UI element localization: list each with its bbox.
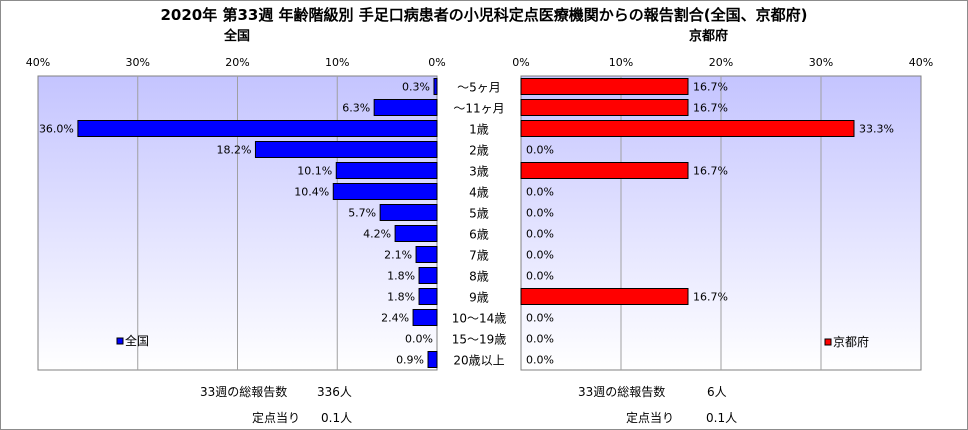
national-value-label: 36.0% [39, 123, 74, 136]
age-category-label: ～5ヶ月 [457, 81, 501, 95]
national-bar [332, 183, 438, 200]
kyoto-value-label: 16.7% [693, 291, 728, 304]
kyoto-value-label: 16.7% [693, 165, 728, 178]
kyoto-value-label: 0.0% [526, 270, 554, 283]
age-category-label: 7歳 [469, 249, 489, 263]
age-category-label: 6歳 [469, 228, 489, 242]
kyoto-x-tick-label: 30% [809, 56, 833, 69]
age-category-label: 20歳以上 [453, 354, 504, 368]
national-bar [373, 99, 438, 116]
national-total-label: 33週の総報告数 [200, 385, 288, 399]
national-value-label: 1.8% [387, 291, 415, 304]
kyoto-value-label: 0.0% [526, 207, 554, 220]
age-category-label: 15～19歳 [452, 333, 507, 347]
kyoto-value-label: 16.7% [693, 102, 728, 115]
national-per-site-label: 定点当り [252, 411, 301, 425]
age-category-label: 10～14歳 [452, 312, 507, 326]
national-value-label: 0.0% [405, 333, 433, 346]
national-total-value: 336人 [317, 385, 352, 399]
national-legend-label: 全国 [125, 333, 149, 348]
national-bar [394, 225, 438, 242]
kyoto-per-site-value: 0.1人 [706, 411, 738, 425]
kyoto-x-tick-label: 10% [609, 56, 633, 69]
kyoto-x-tick-label: 40% [909, 56, 933, 69]
national-bar [77, 120, 438, 137]
national-value-label: 18.2% [217, 144, 252, 157]
national-x-tick-label: 20% [225, 56, 249, 69]
kyoto-bar [520, 288, 689, 305]
kyoto-value-label: 0.0% [526, 228, 554, 241]
age-category-label: ～11ヶ月 [453, 102, 504, 116]
national-value-label: 4.2% [363, 228, 391, 241]
national-bar [379, 204, 438, 221]
national-bar [254, 141, 438, 158]
national-bar [415, 246, 438, 263]
national-value-label: 10.4% [294, 186, 329, 199]
kyoto-legend-label: 京都府 [833, 334, 869, 349]
kyoto-total-label: 33週の総報告数 [578, 385, 666, 399]
kyoto-per-site-label: 定点当り [626, 411, 675, 425]
kyoto-value-label: 0.0% [526, 144, 554, 157]
national-bar [418, 288, 438, 305]
kyoto-value-label: 33.3% [859, 123, 894, 136]
national-value-label: 0.9% [396, 354, 424, 367]
national-x-tick-label: 30% [126, 56, 150, 69]
national-x-tick-label: 10% [325, 56, 349, 69]
kyoto-bar [520, 78, 689, 95]
chart-title: 2020年 第33週 年齢階級別 手足口病患者の小児科定点医療機関からの報告割合… [160, 6, 808, 24]
national-bar [418, 267, 438, 284]
national-value-label: 0.3% [402, 81, 430, 94]
kyoto-bar [520, 162, 689, 179]
kyoto-value-label: 16.7% [693, 81, 728, 94]
kyoto-bar [520, 120, 855, 137]
kyoto-value-label: 0.0% [526, 354, 554, 367]
age-category-label: 5歳 [469, 207, 489, 221]
age-category-label: 8歳 [469, 270, 489, 284]
kyoto-total-value: 6人 [707, 385, 727, 399]
national-value-label: 10.1% [297, 165, 332, 178]
national-bar [412, 309, 438, 326]
national-value-label: 2.4% [381, 312, 409, 325]
national-bar [427, 351, 438, 368]
national-panel-title: 全国 [224, 29, 251, 44]
national-x-tick-label: 40% [26, 56, 50, 69]
national-value-label: 2.1% [384, 249, 412, 262]
national-per-site-value: 0.1人 [321, 411, 353, 425]
kyoto-value-label: 0.0% [526, 333, 554, 346]
kyoto-panel-title: 京都府 [689, 29, 729, 44]
kyoto-bar [520, 99, 689, 116]
kyoto-legend-swatch [824, 338, 832, 346]
national-bar [335, 162, 438, 179]
national-legend-swatch [116, 337, 124, 345]
national-value-label: 6.3% [342, 102, 370, 115]
national-bar [433, 78, 438, 95]
kyoto-value-label: 0.0% [526, 186, 554, 199]
national-value-label: 1.8% [387, 270, 415, 283]
national-value-label: 5.7% [348, 207, 376, 220]
age-category-label: 2歳 [469, 144, 489, 158]
age-category-label: 4歳 [469, 186, 489, 200]
age-category-label: 1歳 [469, 123, 489, 137]
national-x-tick-label: 0% [428, 56, 445, 69]
age-category-label: 9歳 [469, 291, 489, 305]
kyoto-value-label: 0.0% [526, 312, 554, 325]
kyoto-x-tick-label: 20% [709, 56, 733, 69]
age-category-label: 3歳 [469, 165, 489, 179]
kyoto-value-label: 0.0% [526, 249, 554, 262]
kyoto-x-tick-label: 0% [512, 56, 529, 69]
